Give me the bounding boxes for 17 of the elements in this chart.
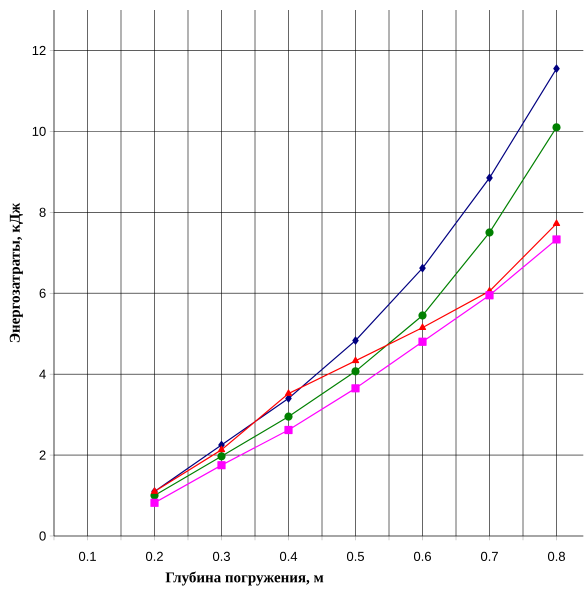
y-tick-label: 12	[32, 46, 46, 55]
y-axis-title: Энергозатраты, кДж	[10, 202, 23, 342]
x-tick-label: 0.2	[146, 552, 163, 561]
x-tick-label: 0.7	[480, 552, 498, 561]
x-tick-label: 0.6	[414, 552, 431, 561]
x-tick-label: 0.5	[346, 552, 364, 561]
x-tick-label: 0.4	[280, 552, 298, 561]
x-tick-label: 0.8	[548, 552, 565, 561]
x-axis-title: Глубина погружения, м	[166, 572, 324, 586]
y-tick-label: 0	[39, 531, 46, 541]
y-tick-label: 6	[40, 288, 46, 298]
y-tick-label: 2	[40, 450, 46, 460]
y-tick-label: 4	[39, 370, 46, 379]
y-tick-label: 10	[32, 126, 46, 136]
x-tick-label: 0.3	[212, 552, 230, 561]
x-tick-label: 0.1	[78, 552, 96, 561]
y-tick-label: 8	[40, 208, 46, 217]
